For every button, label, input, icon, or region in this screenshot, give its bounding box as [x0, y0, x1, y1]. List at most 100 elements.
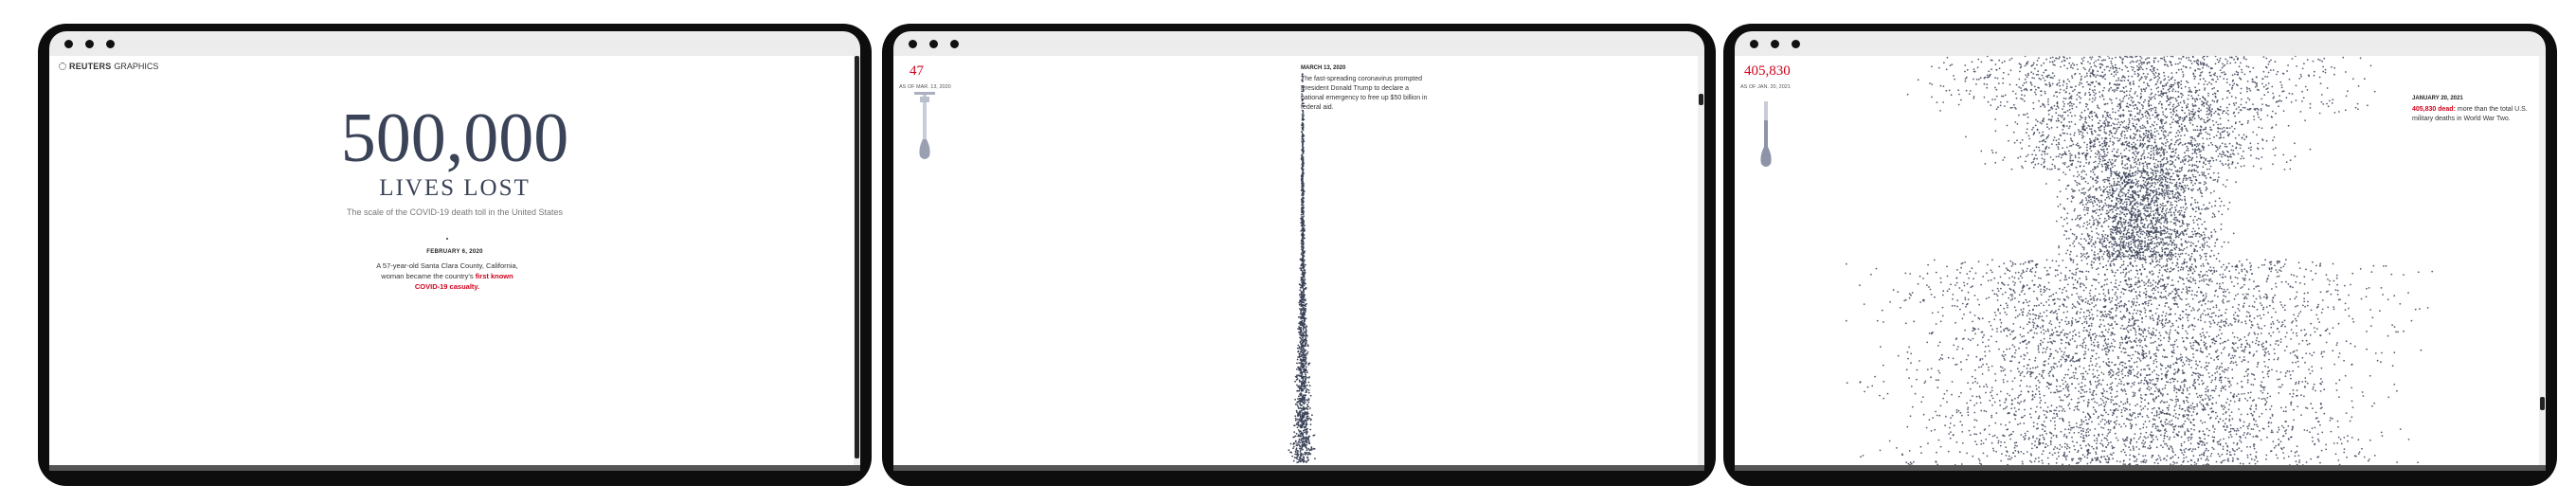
scrollbar-thumb[interactable] — [855, 56, 859, 458]
death-dot — [2083, 109, 2086, 112]
death-dot — [2319, 461, 2321, 464]
death-dot — [2189, 89, 2191, 91]
death-dot — [2101, 94, 2103, 97]
death-dot — [2192, 222, 2195, 224]
death-dot — [2100, 315, 2102, 317]
horizontal-scrollbar[interactable] — [893, 465, 1704, 471]
death-dot — [1985, 391, 1987, 394]
event-highlight-link[interactable]: first known COVID-19 casualty. — [414, 272, 513, 291]
death-dot — [2185, 396, 2188, 399]
death-dot — [2164, 356, 2166, 359]
death-dot — [2255, 455, 2257, 458]
death-dot — [2081, 199, 2083, 202]
death-dot — [1303, 387, 1306, 390]
death-dot — [1307, 401, 1310, 404]
death-dot — [1302, 183, 1304, 185]
death-dot — [2119, 123, 2122, 126]
death-dot — [2135, 319, 2137, 322]
death-dot — [2193, 405, 2196, 408]
death-dot — [2058, 79, 2061, 81]
death-dot — [2083, 56, 2085, 59]
death-dot — [2219, 160, 2222, 162]
death-dot — [1306, 404, 1308, 406]
death-dot — [2027, 135, 2030, 137]
reuters-graphics-logo[interactable]: REUTERS GRAPHICS — [59, 62, 158, 71]
death-dot — [2359, 57, 2362, 60]
horizontal-scrollbar[interactable] — [49, 465, 860, 471]
death-dot — [2058, 58, 2060, 60]
death-dot — [1303, 252, 1306, 254]
death-dot — [1302, 399, 1305, 402]
death-dot — [1951, 393, 1953, 396]
death-dot — [1300, 371, 1303, 373]
death-dot — [2055, 434, 2058, 437]
death-dot — [2228, 270, 2231, 273]
death-dot — [1301, 238, 1304, 240]
death-dot — [1300, 213, 1303, 216]
death-dot — [2105, 344, 2108, 346]
scrollbar-thumb[interactable] — [1699, 94, 1703, 105]
death-dot — [2164, 314, 2167, 317]
death-dot — [2031, 398, 2034, 400]
death-dot — [2077, 215, 2080, 217]
death-dot — [2185, 286, 2188, 288]
window-maximize-button[interactable] — [1792, 40, 1800, 48]
death-dot — [2171, 155, 2174, 158]
death-dot — [2235, 108, 2238, 110]
death-dot — [2120, 80, 2123, 82]
death-dot — [2079, 214, 2081, 217]
death-dot — [2225, 322, 2227, 325]
window-minimize-button[interactable] — [929, 40, 938, 48]
death-dot — [1298, 362, 1301, 364]
death-dot — [2144, 240, 2146, 243]
death-dot — [2098, 404, 2100, 406]
death-dot — [2159, 230, 2162, 232]
death-dot — [2103, 335, 2106, 338]
death-dot — [2336, 283, 2338, 286]
death-dot — [2093, 299, 2096, 302]
death-dot — [2063, 446, 2066, 448]
death-dot — [2319, 423, 2321, 426]
death-dot — [1301, 294, 1304, 296]
death-dot — [2205, 278, 2207, 280]
death-dot — [2068, 120, 2070, 123]
window-close-button[interactable] — [64, 40, 73, 48]
death-dot — [2076, 94, 2079, 96]
death-dot — [2219, 325, 2221, 328]
death-dot — [2204, 221, 2206, 224]
death-dot — [2102, 59, 2105, 62]
death-dot — [2197, 458, 2200, 460]
death-dot — [2191, 402, 2194, 404]
death-dot — [2161, 122, 2163, 125]
death-dot — [2197, 60, 2200, 63]
death-dot — [2135, 213, 2137, 216]
death-dot — [2177, 86, 2180, 89]
death-dot — [2237, 293, 2239, 296]
vertical-scrollbar[interactable] — [854, 56, 860, 465]
death-dot — [2006, 405, 2009, 408]
death-dot — [2268, 358, 2270, 361]
death-dot — [2225, 388, 2226, 391]
death-dot — [2218, 379, 2221, 382]
death-dot — [1986, 455, 1989, 458]
death-dot — [2063, 433, 2066, 436]
death-dot — [2154, 158, 2157, 161]
death-dot — [2286, 70, 2288, 72]
death-dot — [2189, 176, 2192, 179]
window-close-button[interactable] — [1750, 40, 1758, 48]
death-dot — [2132, 182, 2135, 185]
window-maximize-button[interactable] — [106, 40, 115, 48]
window-close-button[interactable] — [909, 40, 917, 48]
window-minimize-button[interactable] — [85, 40, 94, 48]
window-maximize-button[interactable] — [950, 40, 959, 48]
death-dot — [2096, 204, 2099, 207]
window-minimize-button[interactable] — [1771, 40, 1779, 48]
death-dot — [2271, 110, 2274, 113]
death-dot — [2054, 167, 2057, 170]
vertical-scrollbar[interactable] — [1698, 56, 1704, 465]
death-dot — [2246, 121, 2249, 124]
death-dot — [1302, 324, 1304, 327]
death-dot — [2139, 436, 2141, 439]
death-dot — [2225, 442, 2227, 445]
death-dot — [2117, 177, 2119, 180]
